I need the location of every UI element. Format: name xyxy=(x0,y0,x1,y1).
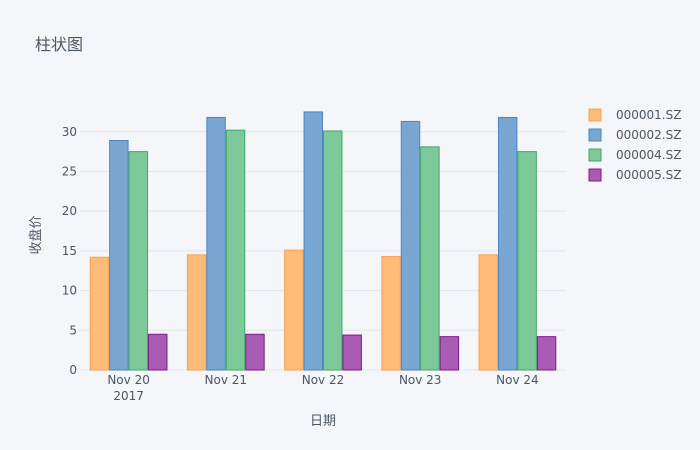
legend-label: 000001.SZ xyxy=(616,108,681,122)
y-axis-title: 收盘价 xyxy=(28,215,44,254)
x-tick-label: Nov 23 xyxy=(399,373,442,387)
x-axis-title: 日期 xyxy=(310,414,336,429)
legend-label: 000005.SZ xyxy=(616,168,681,182)
legend-label: 000002.SZ xyxy=(616,128,681,142)
legend-swatch xyxy=(588,148,602,162)
x-tick-sublabel: 2017 xyxy=(113,389,144,403)
bar-000004sz-1[interactable] xyxy=(225,129,246,371)
bar-000002sz-4[interactable] xyxy=(497,116,518,371)
bar-000001sz-0[interactable] xyxy=(89,256,110,371)
legend[interactable]: 000001.SZ 000002.SZ 000004.SZ 000005.SZ xyxy=(588,108,681,182)
legend-swatch xyxy=(588,128,602,142)
bar-000005sz-2[interactable] xyxy=(342,334,362,371)
bar-000005sz-0[interactable] xyxy=(148,333,168,371)
legend-item-0[interactable]: 000001.SZ xyxy=(588,108,681,122)
legend-label: 000004.SZ xyxy=(616,148,681,162)
bar-000004sz-0[interactable] xyxy=(128,151,149,371)
bar-000002sz-0[interactable] xyxy=(109,140,129,371)
y-tick-label: 5 xyxy=(69,323,77,337)
x-tick-label: Nov 20 xyxy=(107,373,150,387)
legend-item-3[interactable]: 000005.SZ xyxy=(588,168,681,182)
y-tick-label: 20 xyxy=(62,204,77,218)
bar-000004sz-2[interactable] xyxy=(323,130,343,371)
y-tick-labels: 0 5 10 15 20 25 30 xyxy=(62,125,77,377)
bars xyxy=(89,111,557,371)
x-tick-labels: Nov 20 2017 Nov 21 Nov 22 Nov 23 Nov 24 xyxy=(107,373,538,403)
y-tick-label: 15 xyxy=(62,244,77,258)
x-tick-label: Nov 22 xyxy=(302,373,345,387)
bar-000005sz-3[interactable] xyxy=(439,336,460,371)
y-gridlines xyxy=(80,131,566,371)
bar-000002sz-3[interactable] xyxy=(400,120,421,371)
bar-000004sz-4[interactable] xyxy=(517,151,537,371)
legend-item-2[interactable]: 000004.SZ xyxy=(588,148,681,162)
y-tick-label: 10 xyxy=(62,284,77,298)
legend-swatch xyxy=(588,108,602,122)
y-tick-label: 0 xyxy=(69,363,77,377)
bar-000001sz-1[interactable] xyxy=(186,254,207,371)
bar-000002sz-2[interactable] xyxy=(303,111,323,371)
chart-title: 柱状图 xyxy=(35,35,83,54)
bar-000001sz-3[interactable] xyxy=(381,255,401,371)
bar-000005sz-4[interactable] xyxy=(536,336,557,371)
legend-swatch xyxy=(588,168,602,182)
bar-000004sz-3[interactable] xyxy=(420,146,440,371)
bar-000002sz-1[interactable] xyxy=(206,116,226,371)
x-tick-label: Nov 24 xyxy=(496,373,539,387)
bar-000001sz-2[interactable] xyxy=(284,249,304,371)
bar-000005sz-1[interactable] xyxy=(245,333,265,371)
y-tick-label: 25 xyxy=(62,164,77,178)
legend-item-1[interactable]: 000002.SZ xyxy=(588,128,681,142)
x-tick-label: Nov 21 xyxy=(205,373,248,387)
y-tick-label: 30 xyxy=(62,125,77,139)
bar-000001sz-4[interactable] xyxy=(478,254,498,371)
